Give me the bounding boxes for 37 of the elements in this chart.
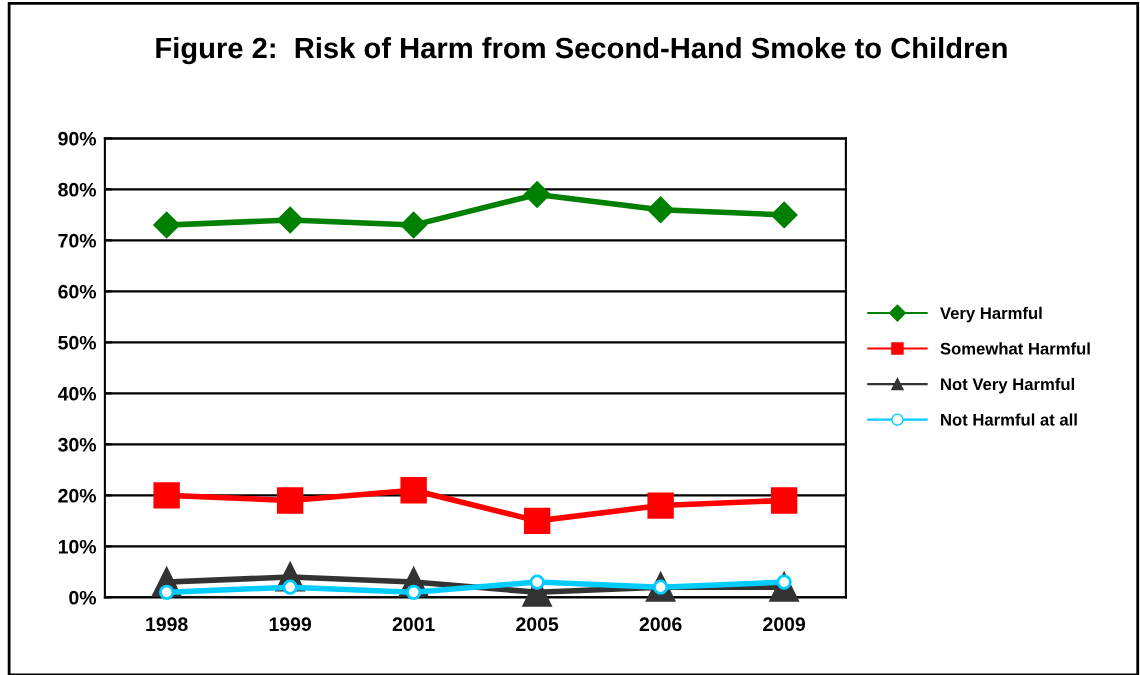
y-tick-label: 0%	[69, 590, 97, 605]
point	[523, 507, 551, 535]
y-tick-label: 10%	[58, 539, 97, 554]
x-tick-label: 2009	[763, 617, 806, 632]
x-tick-label: 2005	[516, 617, 559, 632]
point	[276, 206, 304, 234]
point	[282, 579, 298, 595]
point	[523, 181, 551, 208]
point	[400, 477, 427, 504]
x-tick-label: 1999	[269, 617, 312, 632]
legend-label: Somewhat Harmful	[940, 342, 1090, 355]
y-tick-label: 40%	[57, 386, 97, 401]
point	[276, 487, 304, 514]
y-tick-label: 20%	[58, 488, 97, 503]
y-tick-label: 60%	[58, 284, 97, 299]
point	[158, 584, 175, 600]
point	[770, 487, 798, 514]
point	[153, 482, 180, 509]
point	[770, 201, 798, 229]
x-tick-label: 2006	[639, 617, 682, 632]
point	[647, 196, 674, 223]
y-tick-label: 50%	[58, 335, 97, 350]
y-tick-label: 30%	[58, 437, 97, 452]
point	[400, 211, 427, 239]
chart-title: Figure 2: Risk of Harm from Second-Hand Smoke to Children	[156, 36, 1007, 65]
legend-label: Not Very Harmful	[941, 377, 1074, 394]
legend-label: Very Harmful	[940, 306, 1042, 323]
x-tick-label: 2001	[392, 617, 435, 632]
x-tick-label: 1998	[146, 617, 188, 632]
point	[529, 574, 545, 590]
legend-label: Not Harmful at all	[941, 413, 1077, 426]
point	[647, 492, 674, 519]
y-tick-label: 70%	[58, 233, 97, 248]
point	[153, 211, 180, 239]
y-tick-label: 80%	[58, 182, 97, 197]
y-tick-label: 90%	[58, 131, 97, 146]
point	[405, 584, 422, 600]
